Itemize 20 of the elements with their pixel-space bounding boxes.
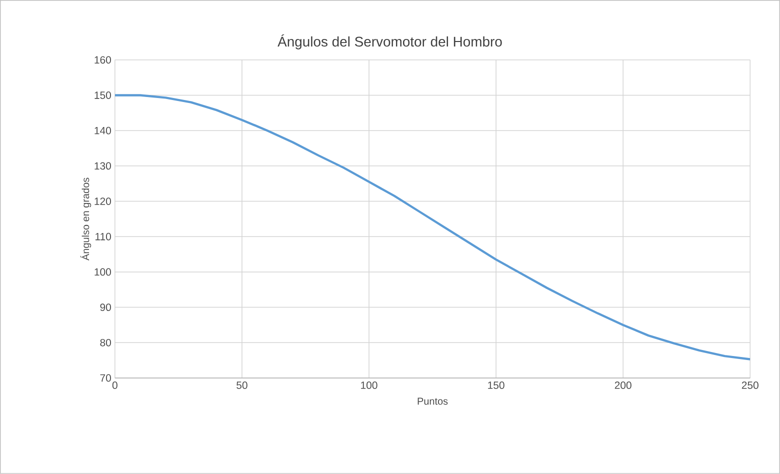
x-tick-label: 200 [614,382,632,389]
x-tick-label: 250 [742,382,758,389]
y-tick-label: 130 [94,162,111,170]
x-tick-label: 150 [488,382,504,389]
y-tick-label: 90 [100,304,111,312]
y-tick-label: 110 [96,232,111,240]
y-tick-label: 160 [94,56,111,64]
y-tick-label: 70 [100,374,111,382]
line-series [114,94,750,360]
chart-title: Ángulos del Servomotor del Hombro [278,34,502,50]
x-tick-label: 100 [361,382,378,389]
x-tick-label: 0 [112,382,118,389]
x-axis-title: Puntos [418,398,448,405]
y-tick-label: 80 [100,338,111,346]
y-axis-title: Ángulso en grados [80,178,92,261]
y-tick-label: 100 [94,268,111,276]
x-tick-label: 50 [236,382,248,389]
y-tick-label: 120 [94,198,111,206]
y-tick-label: 150 [94,92,111,99]
y-tick-label: 140 [94,126,111,134]
